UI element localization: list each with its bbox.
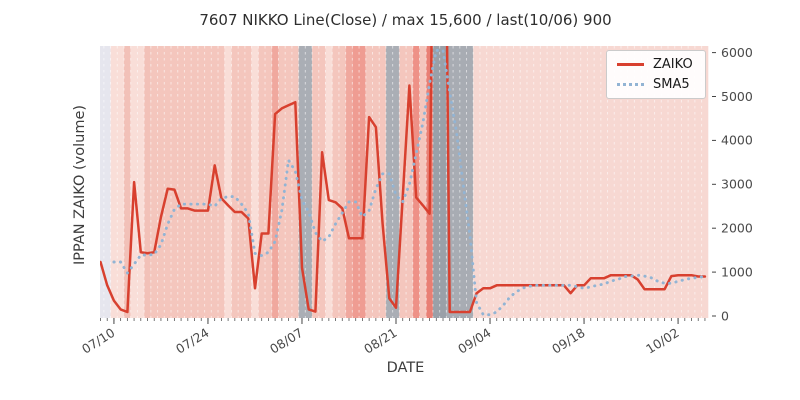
- x-tick-label: 09/04: [455, 325, 494, 357]
- sma5-line: [112, 48, 707, 317]
- x-tick-label: 08/21: [361, 325, 400, 357]
- sma5-line-swatch: [617, 83, 644, 86]
- x-axis-label: DATE: [386, 360, 425, 376]
- y-tick-label: 0: [721, 308, 729, 323]
- day-band: [144, 46, 151, 318]
- day-band: [365, 46, 386, 318]
- x-tick-label: 07/10: [79, 325, 118, 357]
- day-band: [251, 46, 259, 318]
- y-tick-label: 1000: [721, 264, 753, 279]
- day-band: [419, 46, 427, 318]
- day-band: [332, 46, 346, 318]
- x-tick-label: 10/02: [643, 325, 682, 357]
- y-tick-label: 2000: [721, 221, 753, 236]
- day-band: [258, 46, 272, 318]
- legend-item-sma5: SMA5: [617, 78, 693, 91]
- legend-label-zaiko: ZAIKO: [653, 57, 693, 72]
- day-band: [385, 46, 400, 318]
- day-band: [352, 46, 366, 318]
- day-band: [399, 46, 413, 318]
- day-band: [130, 46, 145, 318]
- day-band: [312, 46, 326, 318]
- day-band: [231, 46, 252, 318]
- day-band: [150, 46, 225, 318]
- y-axis-label-text: IPPAN ZAIKO (volume): [72, 104, 88, 266]
- day-band: [271, 46, 279, 318]
- y-tick-label: 5000: [721, 89, 753, 104]
- plot-clip-group: [100, 46, 709, 318]
- legend-label-sma5: SMA5: [653, 77, 690, 92]
- day-band: [446, 46, 474, 318]
- day-band: [432, 46, 447, 318]
- zaiko-line: [100, 46, 707, 314]
- day-band: [124, 46, 131, 318]
- y-tick-label: 3000: [721, 177, 753, 192]
- x-tick-label: 09/18: [549, 325, 588, 357]
- day-band: [110, 46, 125, 318]
- day-band: [278, 46, 299, 318]
- legend: ZAIKO SMA5: [606, 50, 706, 99]
- day-band: [298, 46, 313, 318]
- zaiko-line-swatch: [617, 63, 644, 66]
- day-band: [345, 46, 353, 318]
- x-tick-label: 07/24: [173, 325, 212, 357]
- chart-title: 7607 NIKKO Line(Close) / max 15,600 / la…: [199, 11, 612, 29]
- day-band: [100, 46, 111, 318]
- y-tick-label: 4000: [721, 133, 753, 148]
- day-band: [224, 46, 232, 318]
- day-band: [325, 46, 333, 318]
- legend-item-zaiko: ZAIKO: [617, 58, 693, 71]
- y-tick-label: 6000: [721, 45, 753, 60]
- x-tick-label: 08/07: [267, 325, 306, 357]
